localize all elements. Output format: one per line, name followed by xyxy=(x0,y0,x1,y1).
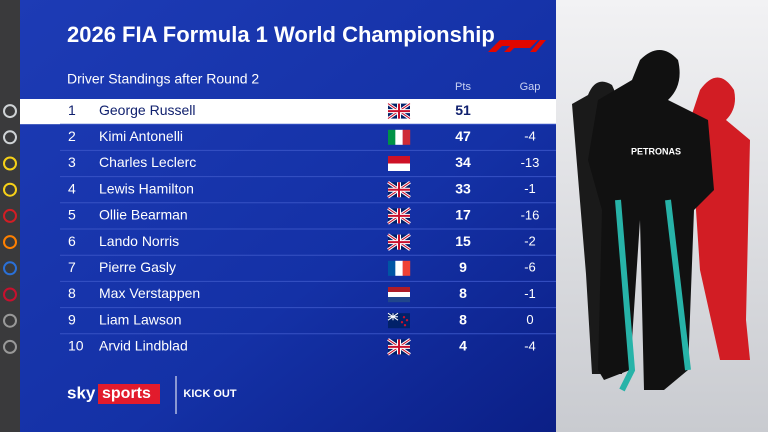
driver-name: Max Verstappen xyxy=(99,285,200,301)
flag xyxy=(395,129,403,145)
position: 4 xyxy=(68,180,76,196)
f1-logo xyxy=(488,40,546,52)
flag xyxy=(405,319,409,322)
flag xyxy=(395,260,403,276)
team-logo xyxy=(3,130,17,145)
team-logo xyxy=(3,235,17,250)
team-logo xyxy=(3,261,17,276)
points: 8 xyxy=(459,311,467,327)
position: 3 xyxy=(68,154,76,170)
gap: -1 xyxy=(524,181,536,196)
position: 10 xyxy=(68,338,84,354)
flag xyxy=(388,260,396,276)
driver-name: Lewis Hamilton xyxy=(99,180,194,196)
team-logo xyxy=(3,339,17,354)
driver-name: Charles Leclerc xyxy=(99,154,196,170)
points: 51 xyxy=(455,102,471,118)
driver-name: Arvid Lindblad xyxy=(99,338,188,354)
title: 2026 FIA Formula 1 World Championship xyxy=(67,22,495,47)
row-highlight xyxy=(20,99,556,125)
team-logo-bg xyxy=(0,333,20,360)
gap: -2 xyxy=(524,234,536,249)
gap: -13 xyxy=(521,155,540,170)
flag xyxy=(403,324,407,327)
flag xyxy=(388,234,410,250)
brand-box xyxy=(98,384,160,404)
gap: -4 xyxy=(524,129,536,144)
points: 33 xyxy=(455,180,471,196)
flag xyxy=(402,316,406,319)
position: 8 xyxy=(68,285,76,301)
drivers-image: PETRONAS xyxy=(572,50,750,392)
driver-name: Lando Norris xyxy=(99,233,179,249)
points: 4 xyxy=(459,338,467,354)
team-logo-bg xyxy=(0,150,20,177)
flag xyxy=(388,182,410,198)
position: 6 xyxy=(68,233,76,249)
position: 2 xyxy=(68,128,76,144)
flag xyxy=(400,321,404,324)
team-logo-bg xyxy=(0,281,20,308)
team-logo-bg xyxy=(0,307,20,334)
position: 5 xyxy=(68,207,76,223)
svg-text:PETRONAS: PETRONAS xyxy=(631,146,681,156)
team-logo-bg xyxy=(0,98,20,125)
points: 9 xyxy=(459,259,467,275)
flag xyxy=(388,292,410,298)
flag xyxy=(388,156,410,164)
brand-sky: sky xyxy=(67,383,96,402)
driver-name: Ollie Bearman xyxy=(99,207,188,223)
col-header: Pts xyxy=(455,81,471,93)
panel xyxy=(20,0,556,432)
flag xyxy=(402,129,411,145)
brand-partner: KICK OUT xyxy=(183,388,236,400)
driver-name: George Russell xyxy=(99,102,196,118)
flag xyxy=(402,260,411,276)
flag xyxy=(388,103,410,119)
team-logo xyxy=(3,182,17,197)
team-logo-bg xyxy=(0,202,20,229)
rows: 1 George Russell 512 Kimi Antonelli 47 -43 Cha… xyxy=(0,98,556,360)
team-logo-bg xyxy=(0,255,20,282)
points: 47 xyxy=(455,128,471,144)
position: 9 xyxy=(68,311,76,327)
points: 34 xyxy=(455,154,471,170)
team-logo-bg xyxy=(0,229,20,256)
subtitle: Driver Standings after Round 2 xyxy=(67,71,259,87)
gap: -1 xyxy=(524,286,536,301)
points: 8 xyxy=(459,285,467,301)
col-header: Gap xyxy=(520,81,541,93)
gap: -16 xyxy=(521,207,540,222)
team-logo-bg xyxy=(0,176,20,203)
team-logo xyxy=(3,208,17,223)
flag xyxy=(388,287,410,293)
team-logo xyxy=(3,313,17,328)
team-logo xyxy=(3,287,17,302)
team-logo-bg xyxy=(0,124,20,151)
gap: 0 xyxy=(526,312,533,327)
team-logo xyxy=(3,104,17,119)
flag xyxy=(388,297,410,303)
driver-name: Liam Lawson xyxy=(99,311,182,327)
position: 1 xyxy=(68,102,76,118)
points: 15 xyxy=(455,233,471,249)
flag xyxy=(388,163,410,171)
flag xyxy=(387,312,399,321)
flag xyxy=(388,129,396,145)
points: 17 xyxy=(455,207,471,223)
flag xyxy=(388,339,410,355)
position: 7 xyxy=(68,259,76,275)
driver-name: Pierre Gasly xyxy=(99,259,176,275)
gap: -4 xyxy=(524,338,536,353)
team-logo xyxy=(3,156,17,171)
flag xyxy=(388,208,410,224)
gap: -6 xyxy=(524,260,536,275)
driver-name: Kimi Antonelli xyxy=(99,128,183,144)
brand-sports: sports xyxy=(102,385,151,402)
